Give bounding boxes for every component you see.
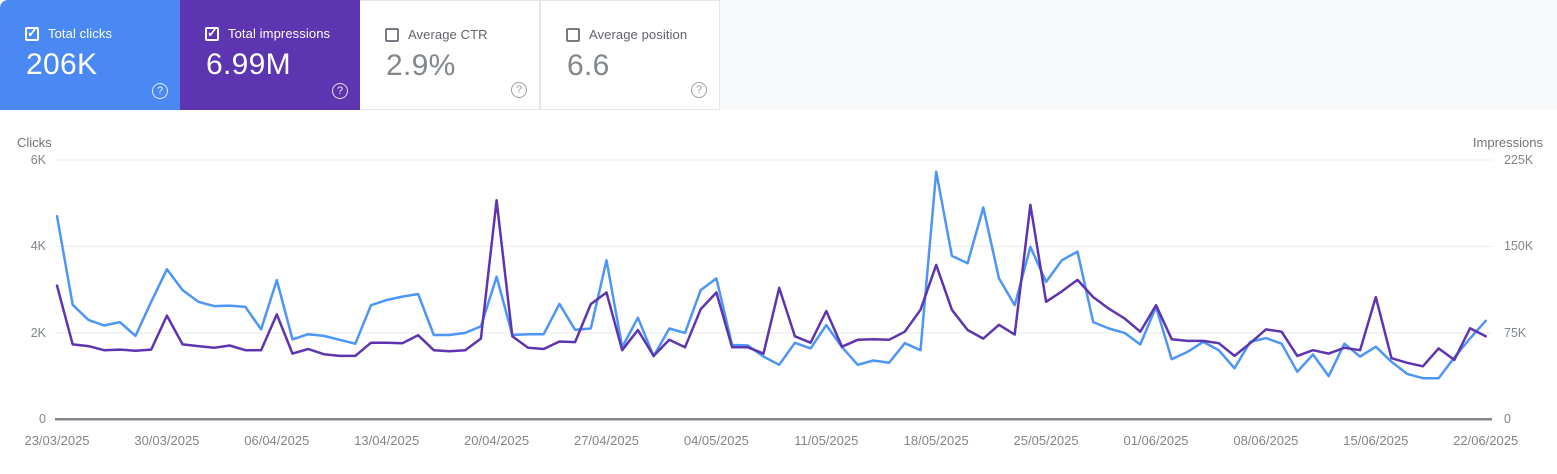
x-axis-date-label: 08/06/2025 — [1233, 433, 1299, 448]
y-tick-right: 225K — [1504, 153, 1534, 167]
help-icon[interactable]: ? — [691, 82, 707, 98]
metric-value: 6.99M — [206, 48, 291, 81]
metric-card-average-ctr[interactable]: Average CTR 2.9% ? — [360, 0, 540, 110]
metric-value: 6.6 — [567, 49, 610, 82]
axis-title-impressions: Impressions — [1472, 135, 1543, 150]
metric-label: Total clicks — [48, 26, 113, 41]
checkmark-icon: ✓ — [27, 24, 38, 40]
y-tick-right: 150K — [1504, 239, 1534, 254]
help-icon[interactable]: ? — [332, 83, 348, 99]
checkbox-average-ctr[interactable] — [385, 27, 399, 42]
y-tick-left: 6K — [30, 153, 46, 167]
x-axis-date-label: 18/05/2025 — [903, 433, 969, 448]
metric-card-total-clicks[interactable]: ✓ Total clicks 206K ? — [0, 0, 180, 110]
metric-label: Average position — [589, 27, 688, 42]
metric-card-average-position[interactable]: Average position 6.6 ? — [540, 0, 720, 110]
x-axis-date-label: 20/04/2025 — [464, 433, 530, 448]
metric-label: Total impressions — [228, 26, 331, 41]
checkbox-total-impressions[interactable]: ✓ — [205, 24, 219, 41]
clicks-line — [55, 170, 1487, 380]
metric-card-total-impressions[interactable]: ✓ Total impressions 6.99M ? — [180, 0, 360, 110]
y-tick-left: 4K — [30, 239, 46, 254]
help-icon[interactable]: ? — [152, 83, 168, 99]
x-axis-date-label: 04/05/2025 — [683, 433, 749, 448]
metric-value: 206K — [26, 48, 98, 81]
y-tick-left: 2K — [30, 325, 46, 340]
impressions-line — [55, 199, 1487, 368]
axis-title-clicks: Clicks — [17, 135, 52, 150]
checkbox-total-clicks[interactable]: ✓ — [25, 24, 39, 41]
x-axis-date-label: 25/05/2025 — [1013, 433, 1079, 448]
x-axis-date-label: 06/04/2025 — [244, 433, 310, 448]
metric-value: 2.9% — [386, 49, 456, 82]
x-axis-date-label: 15/06/2025 — [1343, 433, 1409, 448]
y-tick-right: 0 — [1504, 412, 1511, 427]
y-tick-right: 75K — [1504, 325, 1527, 340]
x-axis-date-label: 22/06/2025 — [1453, 433, 1519, 448]
x-axis-date-label: 11/05/2025 — [794, 433, 859, 448]
metric-label: Average CTR — [408, 27, 488, 42]
x-axis-date-label: 13/04/2025 — [354, 433, 420, 448]
x-axis-date-label: 23/03/2025 — [24, 433, 90, 448]
x-axis-date-label: 27/04/2025 — [573, 433, 640, 448]
x-axis-date-label: 30/03/2025 — [134, 433, 200, 448]
help-icon[interactable]: ? — [511, 82, 527, 98]
checkmark-icon: ✓ — [207, 24, 218, 40]
checkbox-average-position[interactable] — [566, 27, 580, 42]
x-axis-date-label: 01/06/2025 — [1123, 433, 1189, 448]
y-tick-left: 0 — [39, 412, 46, 427]
